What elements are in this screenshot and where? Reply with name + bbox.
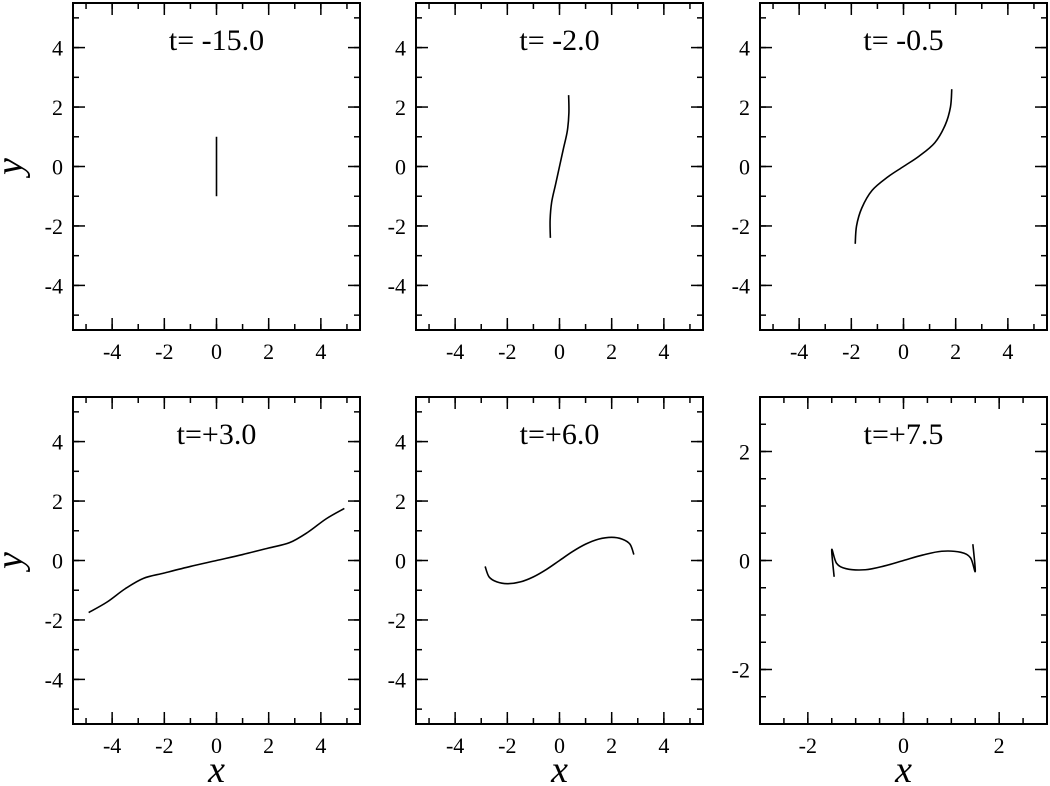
y-tick-label: 4	[52, 36, 63, 61]
y-tick-label: 2	[52, 95, 63, 120]
y-tick-label: 0	[395, 549, 406, 574]
y-tick-label: -2	[45, 214, 63, 239]
panel-title: t=+6.0	[520, 418, 600, 451]
y-tick-label: -4	[388, 273, 406, 298]
y-tick-label: 4	[739, 36, 750, 61]
x-tick-label: 0	[554, 339, 565, 364]
x-tick-label: -4	[446, 339, 464, 364]
x-tick-label: 0	[898, 339, 909, 364]
y-tick-label: 0	[739, 549, 750, 574]
series-line	[830, 544, 977, 577]
panel-title: t=+7.5	[864, 418, 944, 451]
panel-title: t= -0.5	[863, 24, 943, 57]
x-axis-label: x	[894, 749, 912, 786]
panel-title: t=+3.0	[177, 418, 257, 451]
x-tick-label: -2	[155, 733, 173, 758]
x-tick-label: 0	[211, 339, 222, 364]
y-tick-label: -4	[45, 273, 63, 298]
x-tick-label: -4	[446, 733, 464, 758]
x-tick-label: 2	[263, 339, 274, 364]
y-tick-label: 0	[52, 155, 63, 180]
panel-3: -4 -2 0 2 4 -4 -2 0 2 4 t= -0.5	[732, 2, 1048, 364]
y-tick-label: -4	[45, 667, 63, 692]
x-tick-label: 0	[898, 733, 909, 758]
y-tick-label: 4	[395, 36, 406, 61]
y-tick-label: 4	[395, 430, 406, 455]
panel-title: t= -2.0	[519, 24, 599, 57]
x-tick-label: 2	[950, 339, 961, 364]
x-tick-label: 4	[315, 733, 326, 758]
x-tick-label: -2	[799, 733, 817, 758]
panel-6: -2 0 2 -2 0 2 t=+7.5 x	[732, 396, 1048, 786]
tick-marks	[759, 396, 1048, 725]
y-tick-label: -2	[388, 608, 406, 633]
y-axis-label: y	[0, 552, 31, 573]
x-tick-label: 0	[211, 733, 222, 758]
tick-marks	[416, 3, 703, 330]
x-tick-label: -4	[103, 733, 121, 758]
series-line	[484, 536, 635, 585]
y-tick-label: 0	[395, 155, 406, 180]
x-tick-label: 2	[263, 733, 274, 758]
x-tick-label: -2	[498, 339, 516, 364]
tick-marks	[73, 3, 360, 330]
y-tick-label: 2	[395, 489, 406, 514]
series-line	[854, 89, 953, 244]
panel-1: -4 -2 0 2 4 -4 -2 0 2 4 t= -15.0 y	[0, 2, 361, 364]
series-line	[88, 507, 345, 614]
x-tick-label: -2	[498, 733, 516, 758]
y-tick-label: -4	[388, 667, 406, 692]
panel-title: t= -15.0	[169, 24, 264, 57]
y-axis-label: y	[0, 158, 31, 179]
y-tick-label: -2	[388, 214, 406, 239]
x-tick-label: -2	[155, 339, 173, 364]
y-tick-label: 4	[52, 430, 63, 455]
y-tick-label: 2	[395, 95, 406, 120]
x-tick-label: 2	[994, 733, 1005, 758]
x-tick-label: 4	[1002, 339, 1013, 364]
series-line	[549, 95, 570, 238]
y-tick-label: 2	[52, 489, 63, 514]
y-tick-label: -2	[732, 214, 750, 239]
tick-marks	[416, 397, 703, 724]
x-axis-label: x	[550, 749, 568, 786]
y-tick-label: -2	[45, 608, 63, 633]
y-tick-label: -4	[732, 273, 750, 298]
x-tick-label: 4	[658, 339, 669, 364]
x-tick-label: 4	[315, 339, 326, 364]
tick-marks	[760, 3, 1047, 330]
panel-5: -4 -2 0 2 4 -4 -2 0 2 4 t=+6.0 x	[388, 396, 704, 786]
x-tick-label: -4	[790, 339, 808, 364]
tick-marks	[73, 397, 360, 724]
x-tick-label: 2	[606, 733, 617, 758]
panel-4: -4 -2 0 2 4 -4 -2 0 2 4 t=+3.0 y x	[0, 396, 361, 786]
x-tick-label: -4	[103, 339, 121, 364]
x-tick-label: 0	[554, 733, 565, 758]
y-tick-label: 2	[739, 440, 750, 465]
x-axis-label: x	[207, 749, 225, 786]
x-tick-label: 4	[658, 733, 669, 758]
x-tick-label: -2	[842, 339, 860, 364]
x-tick-label: 2	[606, 339, 617, 364]
y-tick-label: -2	[732, 658, 750, 683]
y-tick-label: 0	[739, 155, 750, 180]
panel-2: -4 -2 0 2 4 -4 -2 0 2 4 t= -2.0	[388, 2, 704, 364]
y-tick-label: 0	[52, 549, 63, 574]
y-tick-label: 2	[739, 95, 750, 120]
